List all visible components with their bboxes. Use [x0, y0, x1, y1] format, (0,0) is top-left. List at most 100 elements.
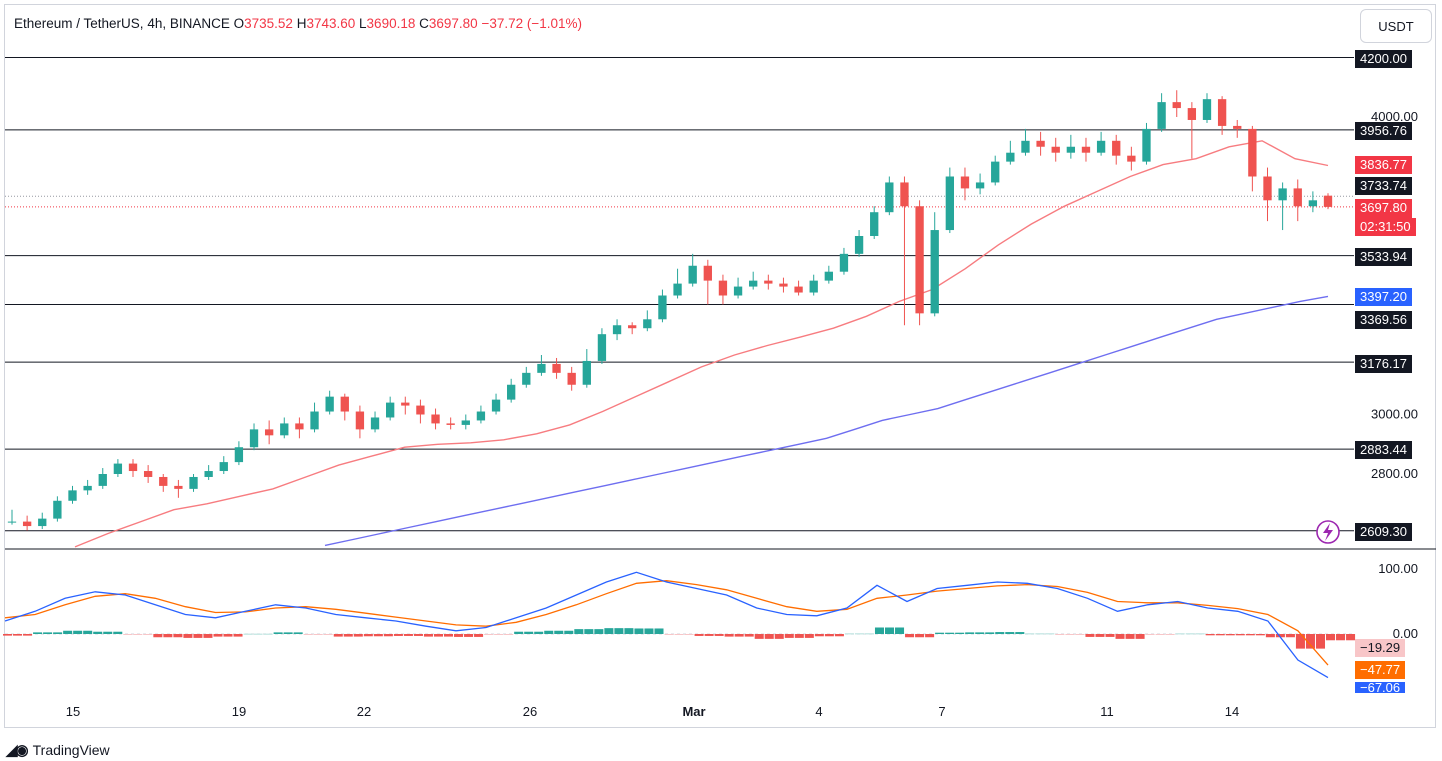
- candle[interactable]: [68, 485, 77, 504]
- candle[interactable]: [295, 417, 304, 439]
- candle[interactable]: [204, 465, 213, 480]
- candle-body: [1021, 140, 1030, 153]
- candle[interactable]: [779, 277, 788, 293]
- candle[interactable]: [370, 411, 380, 433]
- candle[interactable]: [461, 414, 470, 430]
- candle-body: [431, 414, 440, 424]
- candle[interactable]: [733, 277, 743, 299]
- candle[interactable]: [431, 408, 440, 430]
- candle[interactable]: [749, 271, 758, 290]
- candle[interactable]: [416, 399, 425, 424]
- candle[interactable]: [703, 259, 712, 305]
- histogram-tag: −19.29: [1355, 639, 1406, 657]
- candle[interactable]: [582, 349, 591, 388]
- candle[interactable]: [930, 212, 939, 317]
- candle[interactable]: [673, 268, 682, 299]
- candle[interactable]: [1066, 134, 1076, 159]
- candle[interactable]: [718, 274, 728, 305]
- candle[interactable]: [1157, 93, 1166, 132]
- candle[interactable]: [1081, 137, 1091, 162]
- candle[interactable]: [234, 441, 244, 466]
- candle[interactable]: [1308, 191, 1318, 213]
- currency-button[interactable]: USDT: [1360, 9, 1432, 43]
- candle[interactable]: [507, 378, 516, 403]
- candle[interactable]: [219, 456, 228, 474]
- tradingview-logo[interactable]: ◢◉ TradingView: [6, 741, 110, 759]
- candle[interactable]: [870, 206, 879, 239]
- candle[interactable]: [688, 253, 697, 287]
- candle[interactable]: [960, 167, 970, 201]
- candle[interactable]: [22, 515, 32, 531]
- candle[interactable]: [174, 479, 183, 498]
- candle[interactable]: [310, 402, 319, 433]
- candle[interactable]: [1127, 146, 1136, 171]
- candle[interactable]: [476, 405, 486, 424]
- candle[interactable]: [628, 322, 637, 335]
- candle[interactable]: [612, 319, 622, 341]
- candle[interactable]: [1006, 140, 1015, 165]
- candle[interactable]: [643, 310, 652, 332]
- candle[interactable]: [386, 396, 395, 421]
- candle[interactable]: [522, 366, 531, 388]
- candle[interactable]: [280, 417, 289, 439]
- osc-histogram-bar: [303, 634, 313, 635]
- candle[interactable]: [38, 512, 47, 530]
- candle[interactable]: [446, 417, 455, 430]
- candle[interactable]: [839, 247, 849, 275]
- candle[interactable]: [1293, 179, 1302, 222]
- candle[interactable]: [249, 423, 259, 451]
- candle[interactable]: [900, 176, 909, 326]
- candle[interactable]: [1323, 193, 1333, 210]
- candle[interactable]: [491, 393, 501, 415]
- candle[interactable]: [1142, 122, 1151, 165]
- candle[interactable]: [264, 420, 274, 445]
- candle[interactable]: [189, 474, 198, 492]
- candle-body: [370, 417, 380, 430]
- candle[interactable]: [83, 479, 92, 495]
- candle[interactable]: [658, 289, 667, 323]
- candle[interactable]: [1112, 134, 1121, 165]
- candle[interactable]: [885, 176, 894, 216]
- candle[interactable]: [1051, 137, 1060, 162]
- candle[interactable]: [1278, 182, 1287, 231]
- candle[interactable]: [1217, 96, 1227, 135]
- candle[interactable]: [552, 357, 561, 379]
- candle[interactable]: [597, 328, 607, 364]
- candle[interactable]: [567, 366, 576, 391]
- candle[interactable]: [824, 265, 833, 284]
- candle[interactable]: [945, 167, 954, 234]
- candle[interactable]: [1248, 125, 1257, 192]
- candle[interactable]: [537, 355, 546, 376]
- candle[interactable]: [401, 396, 410, 415]
- candle[interactable]: [1202, 93, 1212, 123]
- candle[interactable]: [113, 459, 123, 477]
- candle[interactable]: [1233, 119, 1242, 138]
- candle[interactable]: [809, 274, 818, 296]
- candle[interactable]: [1096, 131, 1106, 156]
- candle[interactable]: [1187, 102, 1197, 159]
- candle[interactable]: [143, 465, 153, 483]
- candle-body: [1278, 188, 1287, 201]
- candle[interactable]: [854, 230, 864, 257]
- candle[interactable]: [794, 280, 803, 296]
- candle[interactable]: [340, 393, 349, 421]
- candle[interactable]: [1263, 167, 1272, 222]
- candle[interactable]: [7, 509, 17, 525]
- symbol-name[interactable]: Ethereum / TetherUS, 4h, BINANCE: [14, 16, 230, 31]
- candle[interactable]: [159, 474, 168, 492]
- candle[interactable]: [764, 274, 773, 290]
- candle[interactable]: [1172, 90, 1181, 117]
- candle[interactable]: [915, 200, 924, 326]
- candle[interactable]: [355, 405, 365, 439]
- candle[interactable]: [325, 390, 334, 415]
- candle[interactable]: [1036, 131, 1045, 156]
- candle[interactable]: [98, 468, 107, 489]
- candle[interactable]: [975, 173, 985, 195]
- candle-body: [1006, 152, 1015, 162]
- lightning-icon[interactable]: [1316, 520, 1340, 544]
- candle[interactable]: [53, 496, 62, 522]
- candle[interactable]: [991, 155, 1000, 186]
- candle[interactable]: [128, 459, 138, 477]
- candle[interactable]: [1021, 128, 1030, 156]
